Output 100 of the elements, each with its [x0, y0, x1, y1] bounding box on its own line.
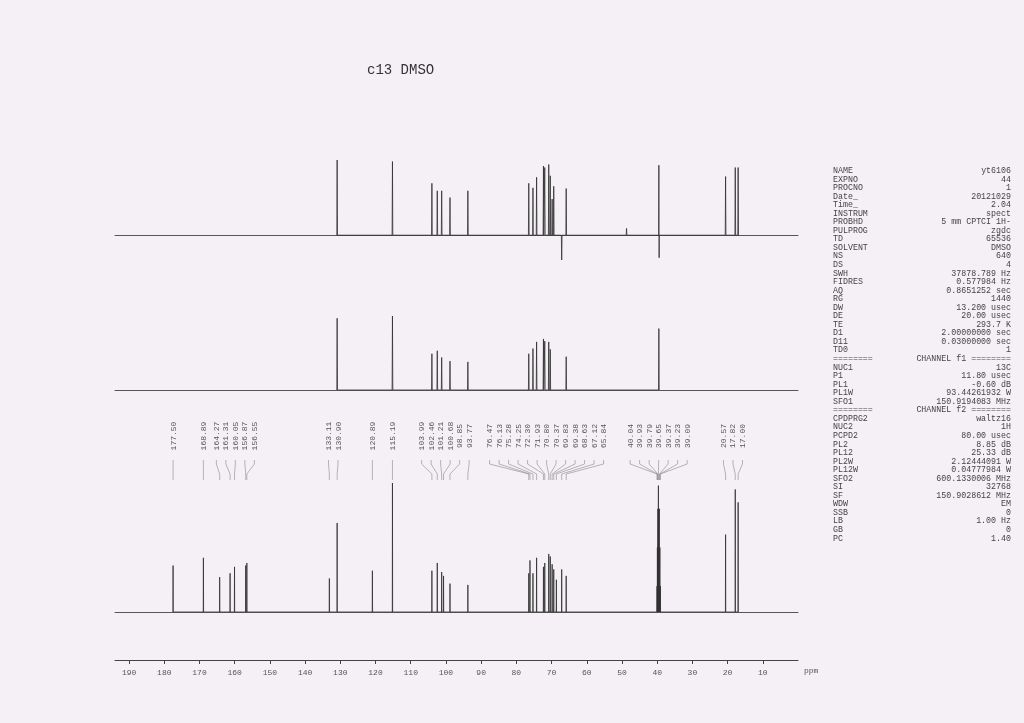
- text: 102.46: [426, 421, 436, 451]
- text: RG 1440: [833, 294, 1011, 304]
- text: PROBHD 5 mm CPTCI 1H-: [833, 217, 1011, 227]
- text: ======== CHANNEL f2 ========: [833, 405, 1011, 415]
- text: 100.68: [445, 421, 455, 451]
- text: SWH 37878.789 Hz: [833, 268, 1011, 278]
- text: SFO2 600.1330006 MHz: [833, 473, 1011, 483]
- x-tick-label: 20: [722, 667, 733, 677]
- text: TE 293.7 K: [833, 319, 1011, 329]
- text: 39.79: [644, 423, 654, 449]
- x-tick-label: 120: [368, 667, 383, 677]
- text: 130.90: [333, 421, 343, 451]
- text: 115.19: [387, 421, 397, 451]
- text: D11 0.03000000 sec: [833, 336, 1011, 346]
- text: 156.87: [240, 421, 250, 451]
- text: 76.47: [485, 423, 495, 449]
- text: NAME yt6106: [833, 166, 1011, 175]
- text: 164.27: [211, 421, 221, 451]
- text: 93.77: [464, 423, 474, 449]
- text: 39.23: [673, 423, 683, 449]
- x-tick-label: 60: [581, 667, 592, 677]
- text: 65.84: [599, 423, 609, 449]
- x-tick-label: 180: [157, 667, 172, 677]
- text: 39.65: [654, 423, 664, 449]
- text: DE 20.00 usec: [833, 311, 1011, 321]
- text: ======== CHANNEL f1 ========: [833, 354, 1011, 364]
- text: PL12W 0.04777984 W: [833, 465, 1011, 475]
- text: Time_ 2.04: [833, 200, 1011, 210]
- text: GB 0: [833, 524, 1011, 534]
- text: 17.00: [738, 423, 747, 449]
- text: P1 11.80 usec: [833, 371, 1011, 381]
- text: NUC2 1H: [833, 422, 1011, 432]
- x-tick-label: 100: [438, 667, 454, 677]
- text: INSTRUM spect: [833, 208, 1011, 218]
- text: CPDPRG2 waltz16: [833, 413, 1011, 423]
- x-tick-label: 130: [333, 667, 348, 677]
- x-tick-label: 170: [192, 667, 207, 677]
- text: PL12 25.33 dB: [833, 448, 1011, 458]
- x-tick-label: 50: [617, 667, 627, 677]
- text: 168.89: [198, 421, 208, 451]
- text: 103.99: [417, 421, 427, 451]
- text: 177.50: [168, 421, 178, 451]
- x-axis-title: ppm: [804, 665, 819, 675]
- text: TD 65536: [833, 234, 1011, 244]
- x-tick-label: 40: [652, 667, 663, 677]
- x-tick-label: 70: [546, 667, 557, 677]
- text: SF 150.9028612 MHz: [833, 490, 1011, 500]
- text: 39.09: [682, 423, 692, 449]
- text: 69.38: [570, 423, 580, 449]
- text: 75.28: [504, 423, 514, 449]
- text: WDW EM: [833, 499, 1011, 509]
- text: 39.93: [635, 423, 645, 449]
- text: 161.31: [221, 421, 231, 451]
- text: NUC1 13C: [833, 362, 1011, 372]
- text: 20.57: [719, 423, 728, 449]
- text: 70.80: [542, 423, 552, 449]
- text: D1 2.00000000 sec: [833, 328, 1011, 338]
- text: 40.04: [625, 423, 635, 449]
- x-tick-label: 110: [403, 667, 419, 677]
- x-tick-label: 140: [297, 667, 313, 677]
- chart-title: c13 DMSO: [367, 62, 435, 78]
- text: 160.05: [230, 421, 240, 451]
- text: 17.82: [728, 423, 738, 449]
- x-tick-label: 150: [262, 667, 278, 677]
- x-tick-label: 30: [687, 667, 698, 677]
- text: PL1 -0.60 dB: [833, 379, 1011, 389]
- text: PL2W 2.12444091 W: [833, 456, 1011, 466]
- text: DW 13.200 usec: [833, 302, 1011, 312]
- text: SOLVENT DMSO: [833, 242, 1011, 252]
- text: 156.55: [249, 421, 259, 451]
- x-tick-label: 90: [476, 667, 487, 677]
- text: PROCNO 1: [833, 183, 1011, 193]
- text: PL1W 93.44261932 W: [833, 388, 1011, 398]
- text: NS 640: [833, 251, 1011, 261]
- text: DS 4: [833, 260, 1011, 270]
- text: 101.21: [436, 421, 446, 451]
- text: 70.37: [551, 423, 561, 449]
- x-tick-label: 190: [121, 667, 137, 677]
- text: 74.25: [513, 423, 523, 449]
- text: SFO1 150.9194083 MHz: [833, 396, 1011, 406]
- text: AQ 0.8651252 sec: [833, 285, 1011, 295]
- text: PC 1.40: [833, 533, 1011, 543]
- text: 39.37: [663, 423, 673, 449]
- text: 98.85: [455, 423, 465, 449]
- text: LB 1.00 Hz: [833, 516, 1011, 526]
- x-tick-label: 80: [511, 667, 522, 677]
- x-tick-label: 160: [227, 667, 243, 677]
- text: SSB 0: [833, 507, 1011, 517]
- text: 69.83: [561, 423, 571, 449]
- text: PL2 8.85 dB: [833, 439, 1011, 449]
- text: PCPD2 80.00 usec: [833, 430, 1011, 440]
- text: 71.93: [532, 423, 542, 449]
- text: 120.89: [367, 421, 377, 451]
- text: FIDRES 0.577984 Hz: [833, 277, 1011, 287]
- text: 68.63: [580, 423, 590, 449]
- text: 67.12: [589, 423, 599, 449]
- x-tick-label: 10: [757, 667, 768, 677]
- text: TD0 1: [833, 345, 1011, 355]
- text: SI 32768: [833, 482, 1011, 492]
- text: 76.13: [494, 423, 504, 449]
